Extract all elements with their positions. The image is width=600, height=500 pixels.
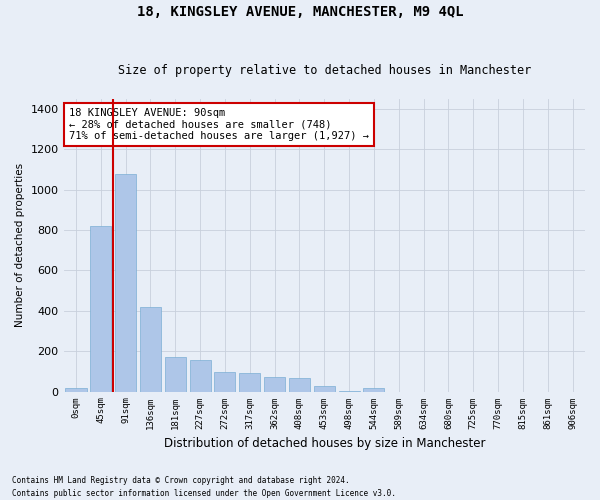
Bar [214, 372, 235, 392]
Bar [338, 390, 359, 392]
Bar [165, 358, 186, 392]
Y-axis label: Number of detached properties: Number of detached properties [15, 163, 25, 328]
Text: 18 KINGSLEY AVENUE: 90sqm
← 28% of detached houses are smaller (748)
71% of semi: 18 KINGSLEY AVENUE: 90sqm ← 28% of detac… [69, 108, 369, 141]
Bar [364, 388, 385, 392]
X-axis label: Distribution of detached houses by size in Manchester: Distribution of detached houses by size … [164, 437, 485, 450]
Bar [140, 307, 161, 392]
Text: 18, KINGSLEY AVENUE, MANCHESTER, M9 4QL: 18, KINGSLEY AVENUE, MANCHESTER, M9 4QL [137, 5, 463, 19]
Bar [190, 360, 211, 392]
Bar [289, 378, 310, 392]
Bar [90, 226, 112, 392]
Bar [264, 378, 285, 392]
Bar [65, 388, 86, 392]
Bar [115, 174, 136, 392]
Bar [314, 386, 335, 392]
Text: Contains HM Land Registry data © Crown copyright and database right 2024.
Contai: Contains HM Land Registry data © Crown c… [12, 476, 396, 498]
Title: Size of property relative to detached houses in Manchester: Size of property relative to detached ho… [118, 64, 531, 77]
Bar [239, 374, 260, 392]
